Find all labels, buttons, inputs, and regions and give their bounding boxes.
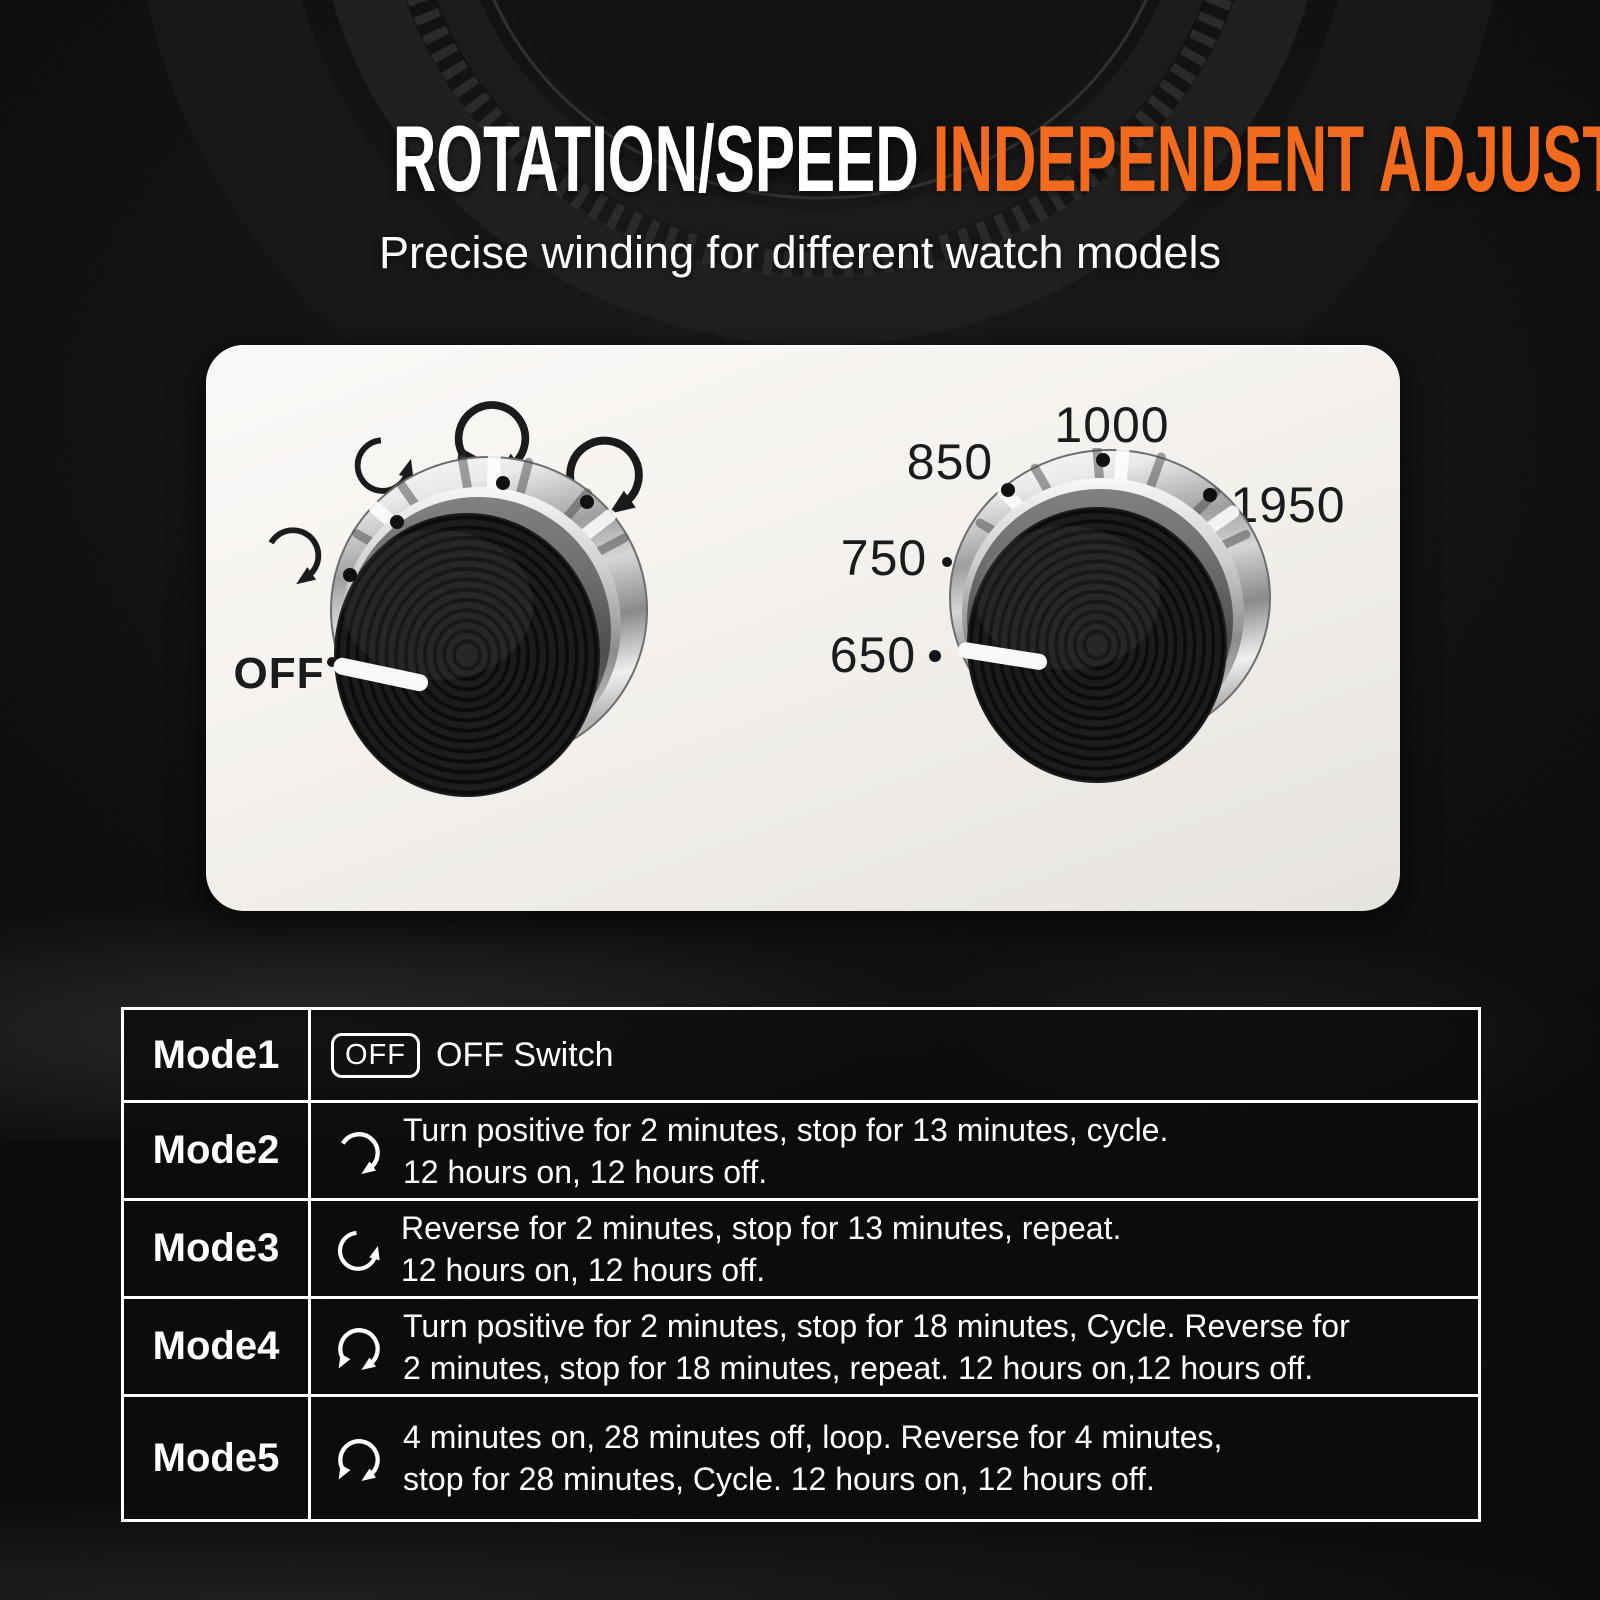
mode-description: Reverse for 2 minutes, stop for 13 minut… — [401, 1209, 1122, 1288]
table-row-mode3: Mode3 Reverse for 2 minutes, stop for 13… — [124, 1201, 1478, 1299]
speed-knob[interactable] — [948, 448, 1272, 788]
bidirectional-arrow-icon — [331, 1430, 387, 1486]
mode-description: OFF Switch — [436, 1035, 614, 1074]
bidirectional-arrow-icon — [331, 1319, 387, 1375]
modes-table: Mode1 OFF OFF Switch Mode2 Turn positive… — [121, 1007, 1481, 1522]
clockwise-arrow-icon — [331, 1123, 387, 1179]
page-subtitle: Precise winding for different watch mode… — [378, 227, 1222, 278]
mode-label: Mode1 — [124, 1010, 311, 1100]
clockwise-arrow-icon — [255, 515, 331, 591]
mode-label: Mode2 — [124, 1103, 311, 1198]
speed-750-dot — [942, 557, 952, 567]
speed-label-1000: 1000 — [1054, 397, 1170, 453]
mode-description: Turn positive for 2 minutes, stop for 18… — [403, 1307, 1350, 1386]
counterclockwise-arrow-icon — [331, 1222, 385, 1276]
mode-label: Mode5 — [124, 1397, 311, 1519]
mode-description: 4 minutes on, 28 minutes off, loop. Reve… — [403, 1419, 1223, 1497]
off-position-label: OFF — [233, 649, 325, 698]
speed-label-850: 850 — [906, 434, 994, 490]
rotation-knob[interactable] — [328, 455, 648, 805]
control-panel: OFF 650 750 — [206, 345, 1400, 911]
off-position-dot — [327, 657, 337, 667]
mode-description: Turn positive for 2 minutes, stop for 13… — [403, 1111, 1169, 1190]
table-row-mode1: Mode1 OFF OFF Switch — [124, 1010, 1478, 1103]
table-row-mode5: Mode5 4 minutes on, 28 minutes off, loop… — [124, 1397, 1478, 1519]
mode-label: Mode4 — [124, 1299, 311, 1394]
title-white-part: ROTATION/SPEED — [392, 106, 919, 211]
speed-650-dot — [929, 650, 941, 662]
table-row-mode4: Mode4 Turn positive for 2 minutes, stop … — [124, 1299, 1478, 1397]
speed-label-750: 750 — [840, 530, 928, 586]
mode-label: Mode3 — [124, 1201, 311, 1296]
title-orange-part: INDEPENDENT ADJUSTMENT — [932, 106, 1600, 211]
off-badge: OFF — [331, 1032, 420, 1078]
table-row-mode2: Mode2 Turn positive for 2 minutes, stop … — [124, 1103, 1478, 1201]
speed-knob-pointer — [957, 642, 1047, 670]
rotation-knob-pointer — [333, 657, 428, 692]
speed-label-650: 650 — [829, 627, 917, 683]
